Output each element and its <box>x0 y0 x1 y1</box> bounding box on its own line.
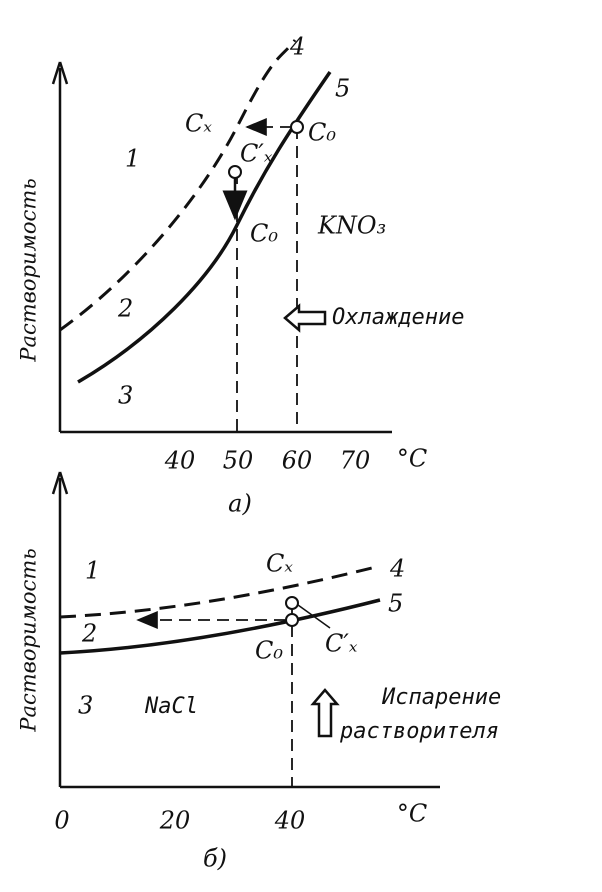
x-tick: 40 <box>164 447 196 475</box>
x-tick: 0 <box>54 807 69 835</box>
axis-arrow <box>51 61 69 85</box>
caption: б) <box>203 845 227 873</box>
curve-label: 5 <box>335 75 350 103</box>
curve-label: 4 <box>389 555 405 583</box>
region: 2 <box>81 620 97 648</box>
x-unit: °C <box>397 800 427 828</box>
region: 2 <box>117 295 133 323</box>
panel-a: Растворимость 40 50 60 70 °C 1 2 3 4 5 C… <box>17 33 465 518</box>
curve-label: 5 <box>388 590 403 618</box>
region: 1 <box>125 145 140 173</box>
panel-b: Растворимость 0 20 40 °C 1 2 3 4 5 Cₓ C′… <box>17 471 501 873</box>
region: 3 <box>78 692 93 720</box>
point-label: C′ₓ <box>240 140 273 168</box>
point-label: C₀ <box>255 637 283 665</box>
curve-4 <box>59 564 381 619</box>
x-tick: 70 <box>340 447 371 475</box>
process-arrow <box>283 303 327 333</box>
x-unit: °C <box>397 445 427 473</box>
leader <box>297 604 331 629</box>
region: 3 <box>118 382 133 410</box>
x-tick: 40 <box>274 807 306 835</box>
point <box>285 613 299 627</box>
x-tick: 50 <box>223 447 254 475</box>
point-label: C₀ <box>250 220 278 248</box>
point-label: C′ₓ <box>325 630 358 658</box>
point <box>290 120 304 134</box>
process: Испарение <box>381 685 501 710</box>
x-tick: 20 <box>159 807 191 835</box>
x-tick: 60 <box>282 447 313 475</box>
process-arrow <box>310 688 340 738</box>
point <box>228 165 242 179</box>
axes <box>58 478 440 789</box>
point-label: Cₓ <box>266 550 293 578</box>
axes <box>58 68 392 434</box>
axis-arrow <box>51 471 69 495</box>
region: 1 <box>85 557 100 585</box>
substance: NaCl <box>144 694 198 719</box>
curve-5 <box>59 598 381 655</box>
substance: KNO₃ <box>317 212 386 240</box>
y-label: Растворимость <box>17 178 41 362</box>
y-label: Растворимость <box>17 548 41 732</box>
point <box>285 596 299 610</box>
process: Охлаждение <box>332 305 464 330</box>
caption: а) <box>228 490 252 518</box>
guide-lines <box>236 127 298 432</box>
process: растворителя <box>339 719 499 744</box>
curve-4 <box>59 39 297 332</box>
point-label: Cₓ <box>185 110 212 138</box>
curve-label: 4 <box>289 33 305 61</box>
point-label: C₀ <box>308 119 336 147</box>
